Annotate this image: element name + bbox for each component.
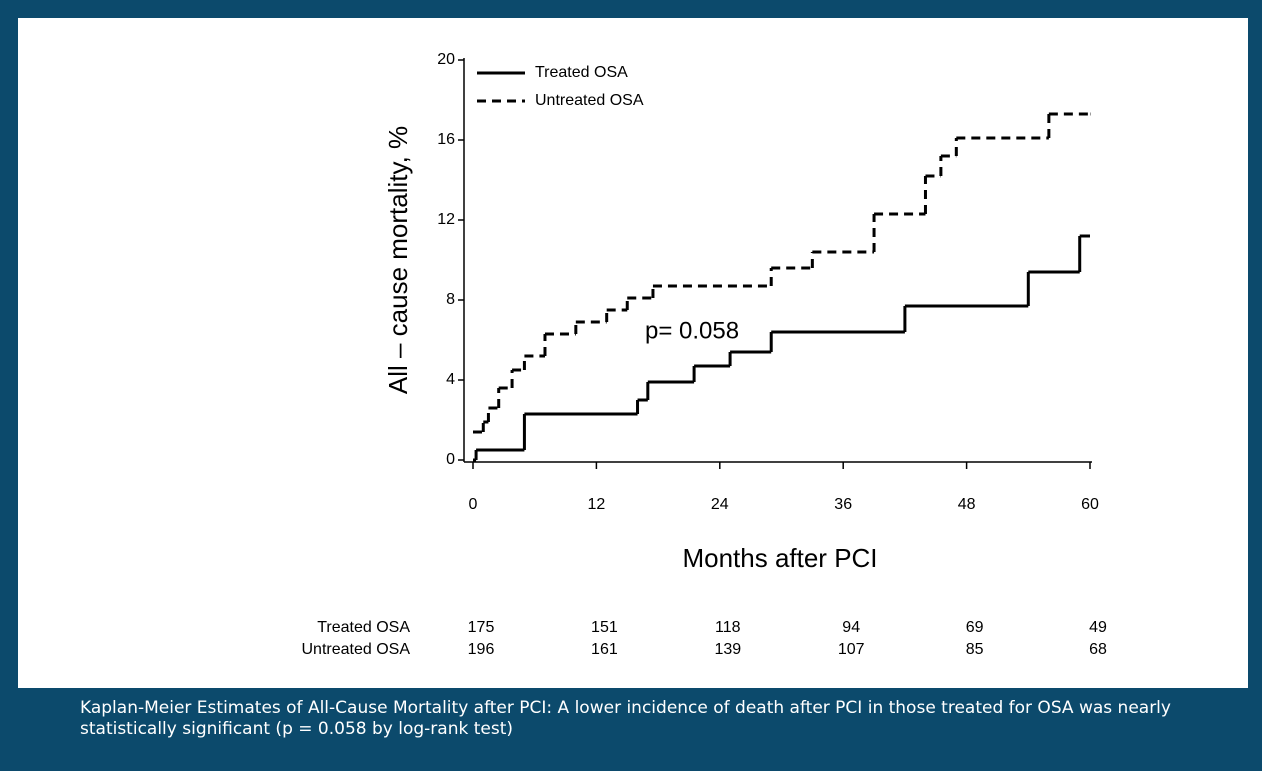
risk-row-label: Untreated OSA (302, 641, 411, 658)
panel (18, 18, 1248, 688)
x-tick-label: 48 (958, 496, 976, 513)
y-axis-label: All – cause mortality, % (383, 126, 413, 394)
risk-count: 85 (966, 641, 984, 658)
risk-count: 49 (1089, 619, 1107, 636)
chart: All – cause mortality, % Months after PC… (302, 51, 1108, 658)
x-axis-label: Months after PCI (682, 543, 877, 573)
x-tick-label: 24 (711, 496, 729, 513)
y-tick-label: 8 (446, 291, 455, 308)
x-tick-label: 12 (588, 496, 606, 513)
annotation: p= 0.058 (645, 317, 739, 344)
risk-count: 68 (1089, 641, 1107, 658)
y-tick-label: 4 (446, 371, 455, 388)
risk-count: 118 (715, 619, 741, 636)
x-tick-label: 36 (834, 496, 852, 513)
y-tick-label: 0 (446, 451, 455, 468)
risk-count: 69 (966, 619, 984, 636)
risk-count: 196 (468, 641, 495, 658)
y-tick-label: 12 (437, 211, 455, 228)
risk-count: 151 (591, 619, 618, 636)
risk-count: 161 (591, 641, 618, 658)
y-tick-label: 16 (437, 131, 455, 148)
x-tick-label: 60 (1081, 496, 1099, 513)
caption: Kaplan-Meier Estimates of All-Cause Mort… (80, 698, 1171, 739)
risk-row-label: Treated OSA (317, 619, 410, 636)
x-tick-label: 0 (469, 496, 478, 513)
y-tick-label: 20 (437, 51, 455, 68)
risk-count: 94 (842, 619, 860, 636)
legend-label: Treated OSA (535, 64, 628, 81)
risk-count: 139 (714, 641, 741, 658)
risk-count: 175 (468, 619, 495, 636)
legend-label: Untreated OSA (535, 92, 644, 109)
risk-count: 107 (838, 641, 865, 658)
